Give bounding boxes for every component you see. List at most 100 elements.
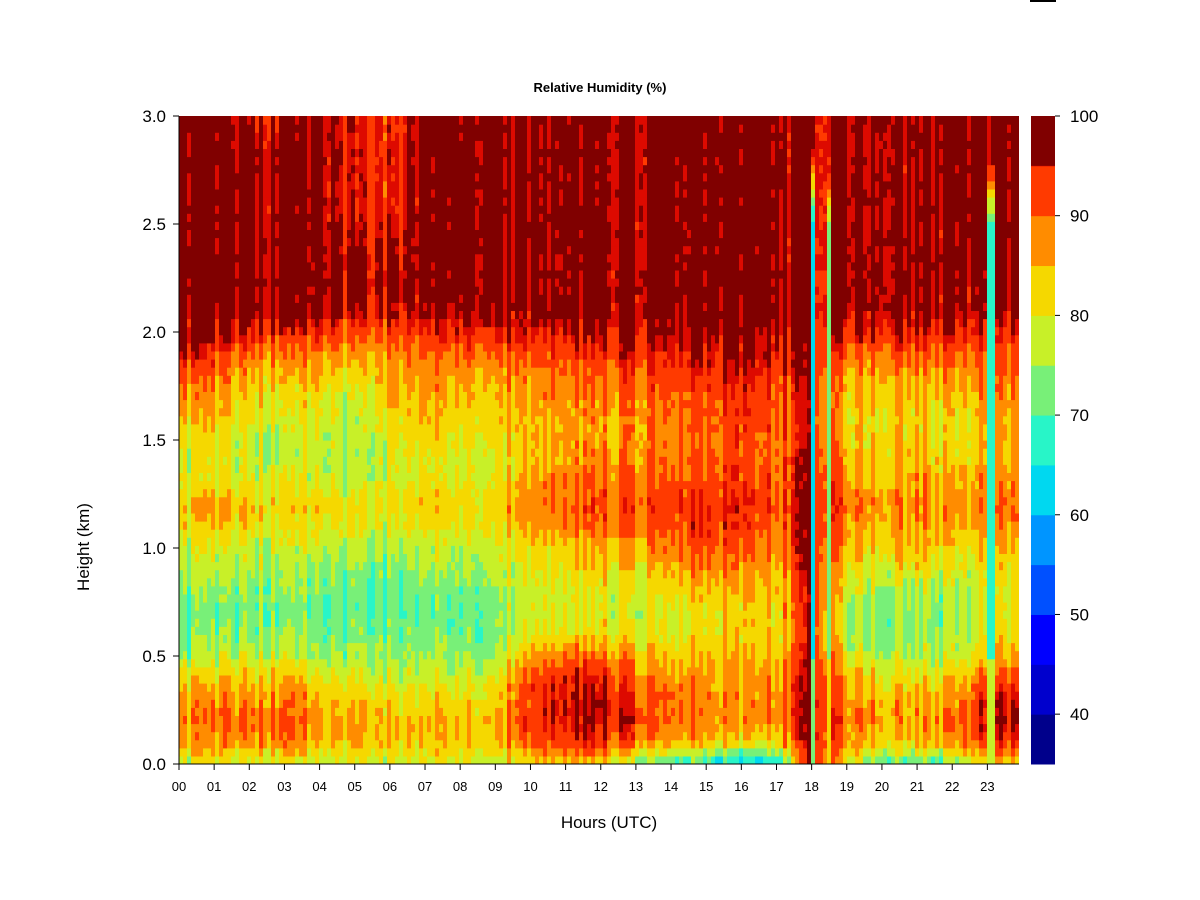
heatmap-cell (263, 496, 268, 506)
heatmap-cell (263, 188, 268, 198)
heatmap-cell (351, 172, 356, 182)
heatmap-cell (387, 375, 392, 384)
heatmap-cell (247, 391, 252, 401)
heatmap-cell (183, 593, 188, 603)
heatmap-cell (323, 229, 328, 239)
heatmap-cell (247, 140, 252, 149)
heatmap-cell (215, 593, 220, 603)
heatmap-cell (315, 593, 320, 603)
heatmap-cell (331, 488, 336, 498)
heatmap-cell (235, 683, 240, 692)
heatmap-cell (255, 156, 260, 166)
heatmap-cell (247, 699, 252, 708)
heatmap-cell (223, 440, 228, 449)
heatmap-cell (215, 642, 220, 652)
heatmap-cell (271, 415, 276, 425)
heatmap-cell (247, 124, 252, 133)
heatmap-cell (195, 602, 200, 611)
heatmap-cell (207, 342, 212, 352)
heatmap-cell (411, 253, 416, 263)
heatmap-cell (371, 269, 376, 279)
heatmap-cell (391, 197, 396, 206)
heatmap-cell (279, 658, 284, 668)
heatmap-cell (275, 391, 280, 401)
heatmap-cell (347, 278, 352, 287)
heatmap-cell (355, 707, 360, 716)
heatmap-cell (259, 294, 264, 303)
heatmap-cell (239, 529, 244, 538)
heatmap-cell (343, 683, 348, 692)
heatmap-cell (415, 723, 420, 733)
heatmap-cell (187, 253, 192, 263)
heatmap-cell (207, 399, 212, 409)
heatmap-cell (371, 367, 376, 376)
heatmap-cell (287, 431, 292, 441)
heatmap-cell (391, 731, 396, 741)
heatmap-cell (351, 739, 356, 749)
heatmap-cell (419, 683, 424, 692)
heatmap-cell (383, 221, 388, 230)
heatmap-cell (303, 472, 308, 482)
heatmap-cell (315, 658, 320, 668)
heatmap-cell (367, 132, 372, 141)
heatmap-cell (235, 723, 240, 733)
heatmap-cell (271, 674, 276, 684)
heatmap-cell (215, 569, 220, 579)
heatmap-cell (279, 342, 284, 352)
heatmap-cell (331, 521, 336, 530)
heatmap-cell (335, 124, 340, 133)
heatmap-cell (207, 213, 212, 222)
heatmap-cell (415, 683, 420, 692)
heatmap-cell (267, 488, 272, 498)
heatmap-cell (339, 132, 344, 141)
heatmap-cell (191, 431, 196, 441)
heatmap-cell (267, 116, 272, 125)
heatmap-cell (319, 723, 324, 733)
heatmap-cell (371, 537, 376, 546)
heatmap-cell (419, 472, 424, 482)
heatmap-cell (279, 683, 284, 692)
heatmap-cell (343, 553, 348, 563)
heatmap-cell (187, 512, 192, 522)
heatmap-cell (383, 318, 388, 328)
heatmap-cell (299, 318, 304, 328)
heatmap-cell (303, 545, 308, 554)
heatmap-cell (235, 577, 240, 587)
heatmap-cell (199, 148, 204, 158)
heatmap-cell (347, 634, 352, 644)
heatmap-cell (291, 116, 296, 125)
heatmap-cell (423, 618, 428, 627)
heatmap-cell (371, 391, 376, 401)
heatmap-cell (287, 383, 292, 392)
heatmap-cell (191, 658, 196, 668)
heatmap-cell (367, 699, 372, 708)
heatmap-cell (363, 245, 368, 255)
heatmap-cell (187, 488, 192, 498)
heatmap-cell (423, 124, 428, 133)
heatmap-cell (383, 124, 388, 133)
heatmap-cell (195, 245, 200, 255)
heatmap-cell (383, 375, 388, 384)
heatmap-cell (259, 221, 264, 230)
heatmap-cell (323, 318, 328, 328)
heatmap-cell (387, 521, 392, 530)
heatmap-cell (287, 237, 292, 247)
heatmap-cell (267, 253, 272, 263)
heatmap-cell (203, 521, 208, 530)
heatmap-cell (359, 723, 364, 733)
heatmap-cell (183, 318, 188, 328)
heatmap-cell (343, 197, 348, 206)
heatmap-cell (403, 577, 408, 587)
heatmap-cell (347, 391, 352, 401)
heatmap-cell (235, 269, 240, 279)
heatmap-cell (295, 707, 300, 716)
heatmap-cell (427, 683, 432, 692)
heatmap-cell (275, 537, 280, 546)
heatmap-cell (219, 488, 224, 498)
heatmap-cell (327, 634, 332, 644)
heatmap-cell (255, 188, 260, 198)
heatmap-cell (267, 512, 272, 522)
heatmap-cell (355, 423, 360, 433)
heatmap-cell (243, 691, 248, 700)
heatmap-cell (363, 188, 368, 198)
